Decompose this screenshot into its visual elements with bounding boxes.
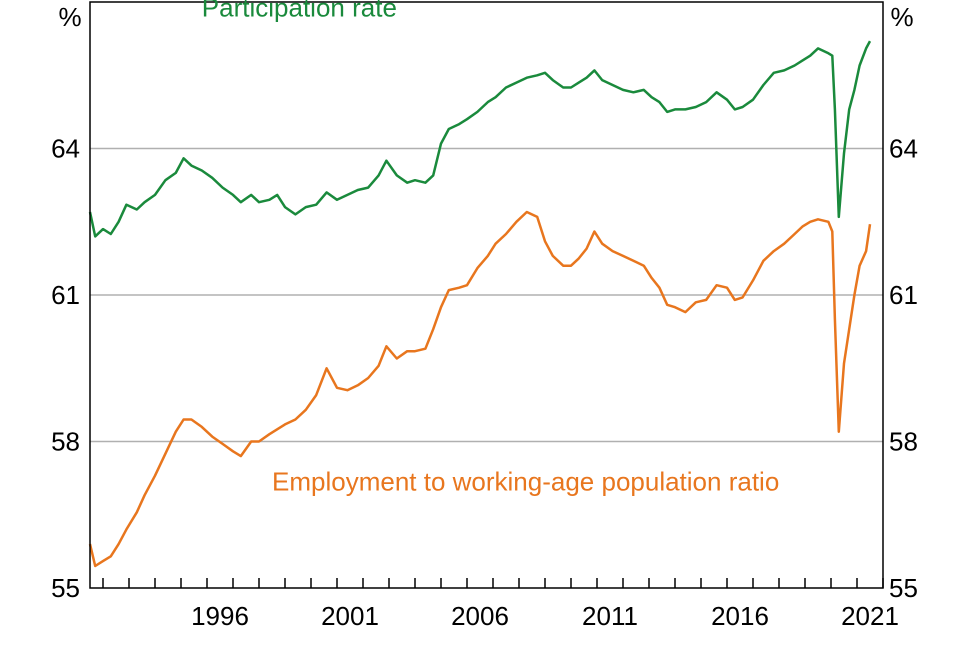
y-left-tick-label: 55 (51, 573, 80, 603)
y-axis-left-unit: % (58, 2, 81, 32)
x-tick-label: 2011 (582, 601, 638, 631)
y-axis-left-tick-labels: 55 58 61 64 (51, 134, 80, 604)
series-label-1: Participation rate (202, 0, 397, 23)
x-axis-ticks (102, 578, 884, 588)
gridlines (90, 147, 883, 443)
y-right-tick-label: 58 (889, 427, 918, 457)
y-right-tick-label: 61 (889, 280, 918, 310)
x-tick-label: 2006 (451, 601, 509, 631)
plot-frame (89, 1, 884, 589)
series-line-2 (88, 210, 872, 568)
x-tick-label: 2001 (321, 601, 379, 631)
y-axis-right-tick-labels: 55 58 61 64 (889, 134, 918, 604)
y-left-tick-label: 58 (51, 427, 80, 457)
y-right-tick-label: 55 (889, 573, 918, 603)
y-left-tick-label: 61 (51, 280, 80, 310)
x-tick-label: 2021 (841, 601, 899, 631)
y-right-tick-label: 64 (889, 134, 918, 164)
series-lines (88, 40, 872, 568)
y-axis-right-unit: % (890, 2, 913, 32)
x-tick-label: 1996 (191, 601, 249, 631)
series-labels: Participation rate Employment to working-… (202, 0, 779, 496)
series-line-1 (88, 40, 872, 238)
y-left-tick-label: 64 (51, 134, 80, 164)
series-label-2: Employment to working-age population rat… (272, 466, 779, 496)
x-tick-label: 2016 (711, 601, 769, 631)
x-axis-tick-labels: 1996 2001 2006 2011 2016 2021 (191, 601, 899, 631)
